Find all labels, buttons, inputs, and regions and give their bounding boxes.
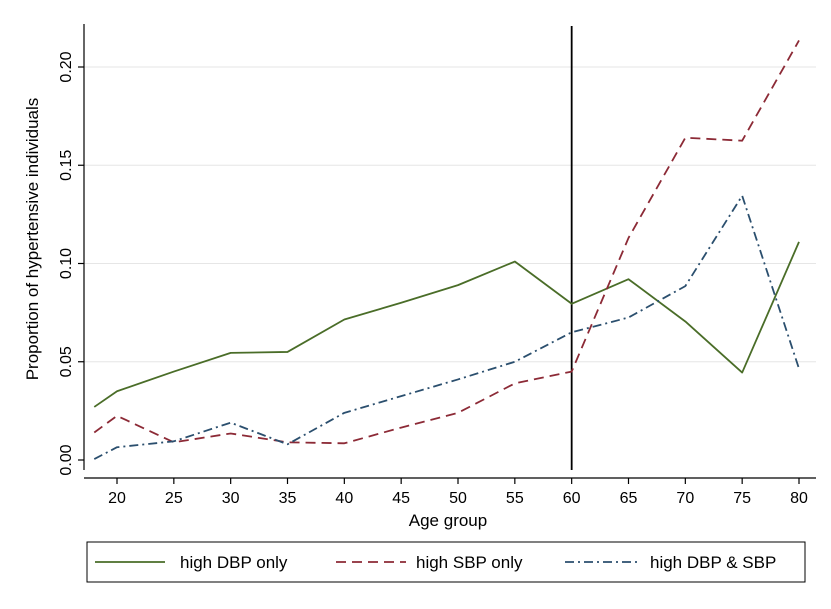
legend-label-1: high SBP only — [416, 553, 523, 572]
x-tick-label-5: 45 — [392, 490, 410, 507]
y-tick-label-3: 0.15 — [58, 150, 75, 181]
axes — [83, 24, 816, 479]
x-tick-label-3: 35 — [279, 490, 297, 507]
x-tick-label-7: 55 — [506, 490, 524, 507]
y-axis-ticks: 0.00 0.05 0.10 0.15 0.20 — [58, 51, 84, 476]
legend: high DBP only high SBP only high DBP & SBP — [86, 541, 806, 583]
x-tick-label-8: 60 — [563, 490, 581, 507]
x-tick-label-0: 20 — [108, 490, 126, 507]
y-tick-label-2: 0.10 — [58, 248, 75, 279]
x-tick-label-10: 70 — [676, 490, 694, 507]
legend-box — [86, 541, 806, 583]
x-tick-label-9: 65 — [620, 490, 638, 507]
series-lines — [93, 40, 800, 460]
y-tick-label-1: 0.05 — [58, 346, 75, 377]
plot-area — [84, 8, 816, 470]
legend-label-2: high DBP & SBP — [650, 553, 776, 572]
series-line-1 — [93, 40, 800, 445]
legend-label-0: high DBP only — [180, 553, 288, 572]
x-axis-title: Age group — [409, 511, 487, 530]
y-tick-label-0: 0.00 — [58, 444, 75, 475]
y-tick-label-4: 0.20 — [58, 51, 75, 82]
x-tick-label-12: 80 — [790, 490, 808, 507]
x-tick-label-1: 25 — [165, 490, 183, 507]
x-tick-label-6: 50 — [449, 490, 467, 507]
x-tick-label-2: 30 — [222, 490, 240, 507]
x-tick-label-11: 75 — [733, 490, 751, 507]
y-axis-title: Proportion of hypertensive individuals — [23, 98, 42, 381]
x-axis-ticks: 20 25 30 35 40 45 50 55 60 65 70 75 80 — [108, 478, 808, 507]
series-line-0 — [93, 241, 800, 408]
x-tick-label-4: 40 — [335, 490, 353, 507]
